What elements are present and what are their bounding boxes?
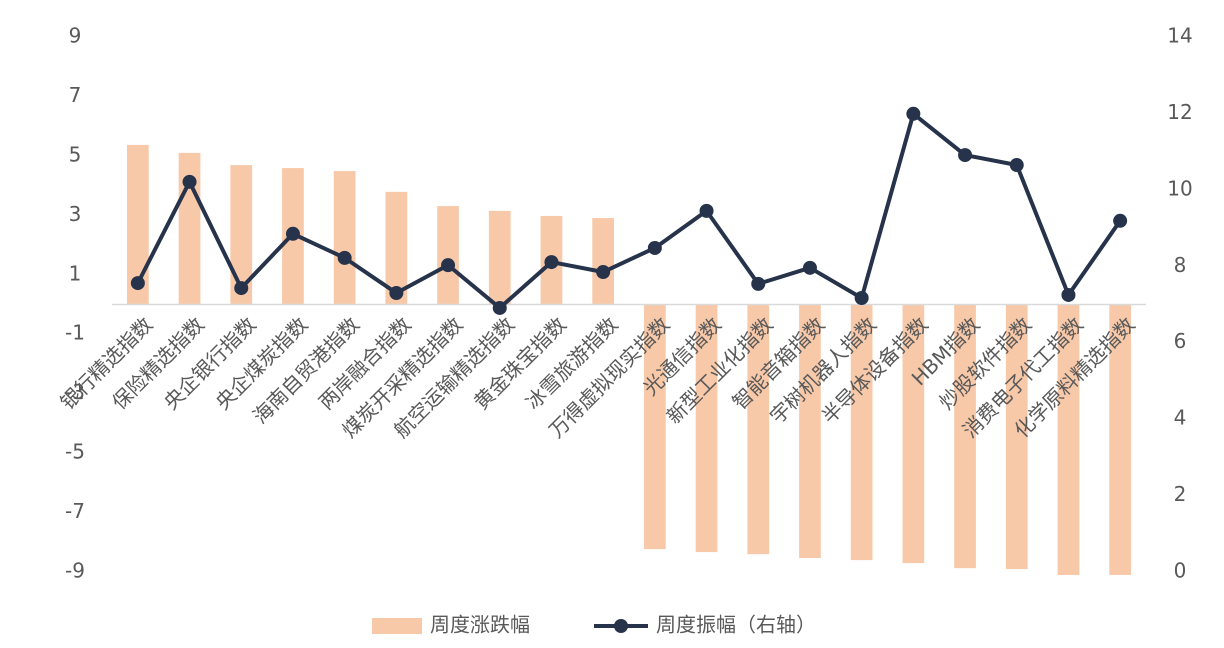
line-marker	[285, 226, 300, 241]
bar	[230, 165, 253, 305]
y2-tick-label: 14	[1167, 24, 1192, 48]
bar	[437, 206, 459, 305]
bar	[799, 304, 821, 559]
y2-tick-label: 8	[1174, 253, 1187, 277]
y-tick-label: -7	[65, 499, 85, 523]
y-tick-label: 9	[69, 24, 82, 48]
y-tick-label: -3	[65, 380, 85, 404]
y-tick-label: -9	[65, 559, 85, 583]
line-marker	[492, 300, 507, 315]
bar	[592, 218, 615, 305]
y-tick-label: -5	[65, 440, 85, 464]
bar	[850, 304, 873, 561]
y-tick-label: -1	[65, 321, 85, 345]
bar	[902, 304, 925, 564]
line-marker	[544, 255, 559, 270]
bar	[488, 210, 511, 305]
line-marker	[130, 276, 145, 291]
line-marker	[1009, 158, 1024, 173]
bar	[1057, 304, 1080, 575]
bar	[954, 304, 976, 569]
line-marker	[234, 281, 249, 296]
line-marker	[441, 258, 456, 273]
bar	[1109, 304, 1132, 575]
y2-tick-label: 6	[1174, 329, 1187, 353]
y-tick-label: 7	[69, 83, 82, 107]
legend-swatch	[372, 618, 422, 634]
line-marker	[389, 286, 404, 301]
line-marker	[699, 203, 714, 218]
line-marker	[854, 291, 869, 306]
bar	[643, 304, 666, 550]
line-marker	[751, 276, 766, 291]
line-marker	[1061, 287, 1076, 302]
bar	[747, 304, 770, 555]
y2-tick-label: 10	[1167, 176, 1192, 200]
line-marker	[906, 106, 921, 121]
y-tick-label: 3	[69, 202, 82, 226]
line-marker	[596, 265, 611, 280]
y2-tick-label: 2	[1174, 482, 1187, 506]
bar	[333, 171, 356, 305]
bar	[1005, 304, 1028, 570]
line-marker	[647, 240, 662, 255]
legend-label: 周度涨跌幅	[430, 613, 530, 637]
y-tick-label: 5	[69, 142, 82, 166]
line-marker	[802, 260, 817, 275]
line-series	[136, 111, 1122, 310]
y2-tick-label: 4	[1174, 406, 1187, 430]
line-marker	[337, 250, 352, 265]
line-marker	[958, 148, 973, 163]
y2-tick-label: 0	[1174, 559, 1187, 583]
legend-marker	[614, 619, 628, 633]
y2-tick-label: 12	[1167, 100, 1192, 124]
bar	[126, 144, 149, 305]
line-marker	[1113, 213, 1128, 228]
y-tick-label: 1	[69, 261, 82, 285]
line-marker	[182, 174, 197, 189]
legend-label: 周度振幅（右轴）	[656, 613, 816, 637]
bar	[385, 191, 408, 305]
bar	[695, 304, 718, 553]
